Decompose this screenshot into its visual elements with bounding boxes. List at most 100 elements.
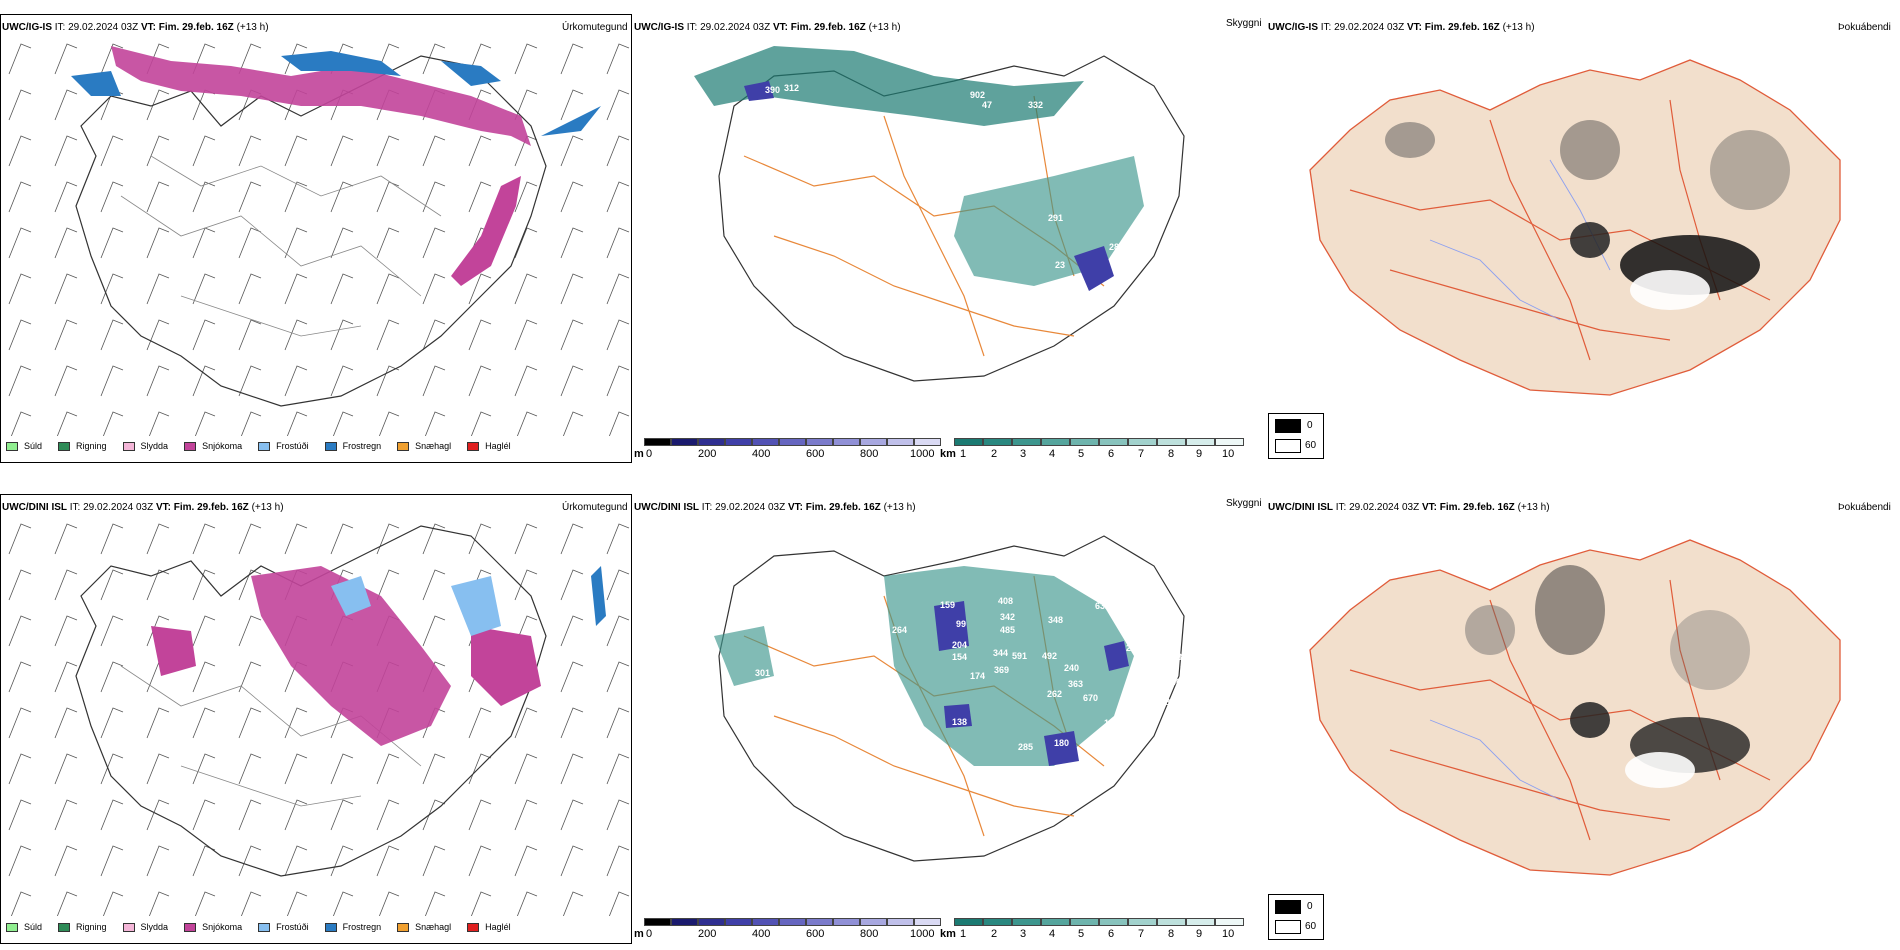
colorbar-segment [914, 918, 941, 926]
visibility-tick: 6 [1108, 928, 1115, 940]
ceiling-label: 228 [1155, 697, 1171, 707]
ceiling-label: 291 [1048, 213, 1064, 223]
colorbar-segment [1215, 918, 1244, 926]
ceiling-label: 113 [1113, 742, 1128, 752]
ceiling-tick: 800 [860, 928, 879, 940]
ceiling-label: 902 [970, 90, 986, 100]
colorbar-segment [1186, 918, 1215, 926]
colorbar-segment [1128, 438, 1157, 446]
precip-type-map-top [1, 36, 631, 436]
precip-type-title-bottom: Úrkomutegund [562, 502, 628, 513]
colorbar-segment [1099, 918, 1128, 926]
ceiling-label: 180 [1054, 738, 1070, 748]
visibility-tick: 7 [1138, 928, 1145, 940]
ceiling-label: 246 [1166, 677, 1182, 687]
legend-item: Frostúði [258, 922, 309, 932]
precip-legend-top: Súld Rigning Slydda Snjókoma Frostúði Fr… [6, 441, 527, 451]
ceiling-label: 845 [1118, 121, 1134, 131]
colorbar-segment [698, 918, 725, 926]
panel-header-bottom-2: UWC/DINI ISL IT: 29.02.2024 03Z VT: Fim.… [634, 502, 916, 513]
legend-item: Súld [6, 922, 42, 932]
legend-item: Frostregn [324, 441, 381, 451]
ceiling-label: 99 [956, 619, 967, 629]
visibility-tick: 2 [991, 928, 998, 940]
ceiling-unit: m [634, 448, 644, 460]
colorbar-segment [860, 438, 887, 446]
ceiling-label: 204 [952, 640, 968, 650]
ceiling-label: 485 [1000, 625, 1016, 635]
colorbar-segment [914, 438, 941, 446]
visibility-colorbar-bottom: km 1 2 3 4 5 6 7 8 9 10 [940, 918, 1244, 942]
colorbar-segment [1012, 918, 1041, 926]
ceiling-label: 670 [1083, 693, 1099, 703]
legend-swatch [467, 441, 480, 451]
ceiling-label: 108 [1140, 623, 1156, 633]
legend-swatch [258, 441, 271, 451]
colorbar-segment [1041, 918, 1070, 926]
panel-header-top-1: UWC/IG-IS IT: 29.02.2024 03Z VT: Fim. 29… [2, 22, 269, 33]
fog-label: 60 [1305, 921, 1317, 932]
legend-item: Haglél [467, 441, 511, 451]
panel-header-top-2: UWC/IG-IS IT: 29.02.2024 03Z VT: Fim. 29… [634, 22, 901, 33]
legend-item: Slydda [122, 441, 168, 451]
ceiling-label: 329 [1078, 118, 1094, 128]
legend-swatch [122, 441, 135, 451]
visibility-tick: 7 [1138, 448, 1145, 460]
legend-item: Frostúði [258, 441, 309, 451]
colorbar-segment [1099, 438, 1128, 446]
legend-item: Slydda [122, 922, 168, 932]
fog-legend-top: 0 60 [1268, 413, 1324, 459]
visibility-tick: 8 [1168, 448, 1175, 460]
colorbar-segment [806, 918, 833, 926]
fog-label: 60 [1305, 440, 1317, 451]
precip-type-title-top: Úrkomutegund [562, 22, 628, 33]
ceiling-label: 138 [952, 717, 968, 727]
visibility-tick: 10 [1222, 928, 1235, 940]
colorbar-segment [1186, 438, 1215, 446]
visibility-map-bottom [714, 535, 1185, 862]
visibility-unit: km [940, 928, 956, 940]
legend-swatch [397, 441, 410, 451]
ceiling-tick: 200 [698, 928, 717, 940]
ceiling-label: 363 [1068, 679, 1084, 689]
visibility-tick: 10 [1222, 448, 1235, 460]
ceiling-label: 192 [1104, 718, 1120, 728]
ceiling-label: 312 [784, 83, 800, 93]
ceiling-label: 47 [982, 100, 993, 110]
precip-type-panel-bottom [0, 494, 632, 944]
visibility-title-bottom: Skyggni [1226, 498, 1262, 509]
ceiling-label: 159 [940, 600, 956, 610]
legend-swatch [6, 441, 18, 451]
ceiling-tick: 0 [646, 448, 653, 460]
colorbar-segment [833, 918, 860, 926]
ceiling-label: 301 [755, 668, 771, 678]
visibility-tick: 8 [1168, 928, 1175, 940]
legend-item: Rigning [58, 922, 107, 932]
colorbar-segment [1012, 438, 1041, 446]
ceiling-label: 146 [1114, 265, 1130, 275]
ceiling-label: 13 [1172, 652, 1183, 662]
colorbar-segment [671, 438, 698, 446]
legend-item: Snjókoma [184, 922, 242, 932]
ceiling-label: 342 [1000, 612, 1016, 622]
colorbar-segment [725, 918, 752, 926]
ceiling-label: 632 [1095, 601, 1111, 611]
ceiling-tick: 400 [752, 928, 771, 940]
legend-swatch [258, 922, 271, 932]
ceiling-label: 12 [830, 705, 841, 715]
visibility-tick: 9 [1196, 928, 1203, 940]
ceiling-label: 285 [1018, 742, 1034, 752]
panel-header-bottom-3: UWC/DINI ISL IT: 29.02.2024 03Z VT: Fim.… [1268, 502, 1550, 513]
precip-type-panel-top [0, 14, 632, 463]
colorbar-segment [1128, 918, 1157, 926]
colorbar-segment [1157, 918, 1186, 926]
ceiling-label: 248 [1180, 663, 1196, 673]
ceiling-label: 332 [1028, 100, 1044, 110]
fog-legend-bottom: 0 60 [1268, 894, 1324, 940]
iceland-outline [75, 55, 547, 407]
ceiling-label: 42 [750, 133, 761, 143]
ceiling-label: 408 [998, 596, 1014, 606]
ceiling-tick: 600 [806, 448, 825, 460]
fog-label: 0 [1307, 420, 1313, 431]
fog-title-bottom: Þokuábendi [1838, 502, 1891, 513]
